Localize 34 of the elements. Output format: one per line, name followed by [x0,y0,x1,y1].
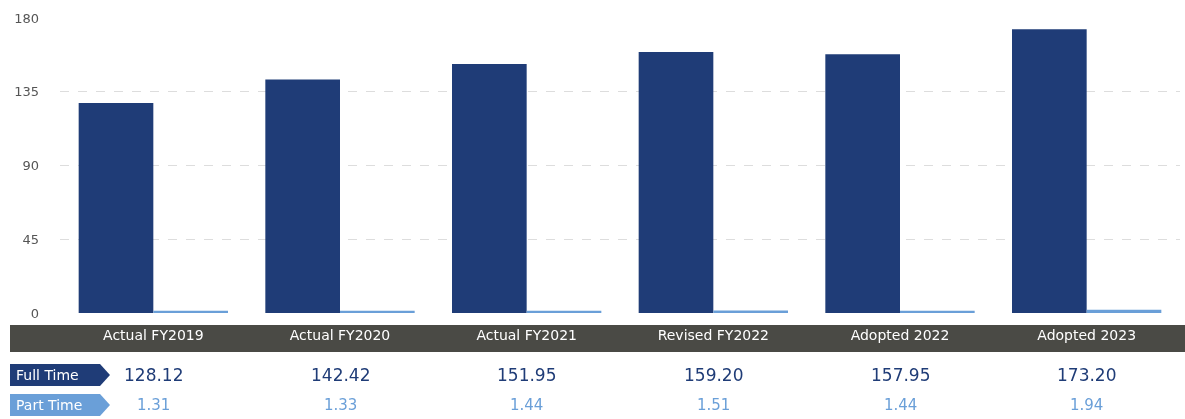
x-tick-label: Actual FY2019 [103,327,204,343]
data-label: 1.94 [1070,396,1104,414]
y-tick-label: 135 [14,84,39,100]
y-tick-label: 90 [22,158,39,174]
data-label: 128.12 [124,365,184,385]
bar [825,54,900,313]
bar [265,79,340,313]
data-label: 1.44 [510,396,544,414]
y-tick-label: 0 [30,305,39,321]
x-tick-label: Adopted 2023 [1037,327,1137,343]
bar [1012,29,1087,313]
x-tick-label: Actual FY2020 [289,327,391,343]
data-label: 159.20 [684,365,744,385]
bar [1086,309,1162,313]
x-tick-label: Actual FY2021 [476,327,577,343]
bar [153,310,228,313]
data-label: 1.44 [884,396,918,414]
data-label: 1.33 [324,396,358,414]
data-label: 1.31 [137,396,171,414]
bar [452,63,527,313]
x-tick-label: Revised FY2022 [657,327,770,343]
y-tick-label: 180 [14,10,39,26]
text: Full Time [16,367,79,383]
text: Part Time [16,397,83,413]
bar [78,103,154,313]
bar [340,310,415,313]
y-tick-label: 45 [22,231,39,247]
data-label: 173.20 [1057,365,1117,385]
data-label: 142.42 [311,365,371,385]
x-tick-label: Adopted 2022 [850,327,950,343]
bar [638,52,714,313]
data-label: 1.51 [697,396,731,414]
data-label: 157.95 [871,365,931,385]
data-label: 151.95 [497,365,557,385]
